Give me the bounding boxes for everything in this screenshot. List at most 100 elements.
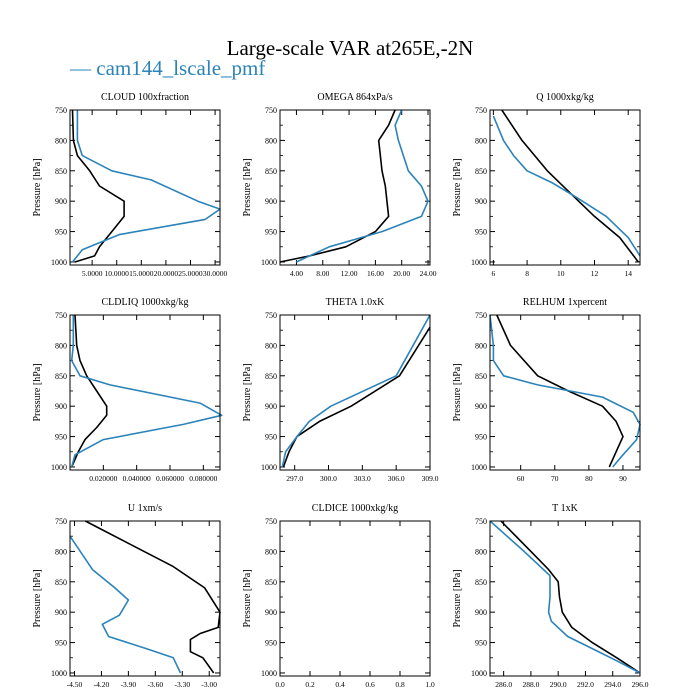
series-line-blue: [281, 314, 431, 468]
x-tick-label: 0.4: [335, 680, 345, 689]
y-tick-label: 950: [55, 433, 67, 442]
plot-frame: [279, 109, 431, 266]
x-tick-label: 80: [585, 474, 593, 483]
y-tick-label: 850: [55, 372, 67, 381]
x-tick-label: 0.020000: [89, 474, 117, 483]
subplot-title: CLOUD 100xfraction: [101, 92, 189, 103]
plot-frame: [279, 520, 431, 677]
x-tick-label: 288.0: [522, 680, 539, 689]
chart-title: Large-scale VAR at265E,-2N: [226, 36, 474, 60]
y-tick-label: 900: [475, 197, 487, 206]
y-tick-label: 1000: [471, 258, 487, 267]
x-tick-label: 14: [624, 269, 632, 278]
y-tick-label: 800: [475, 136, 487, 145]
y-tick-label: 850: [265, 167, 277, 176]
y-tick-label: 900: [55, 402, 67, 411]
subplot-title: CLDLIQ 1000xkg/kg: [102, 297, 189, 308]
plot-frame: [489, 314, 641, 471]
y-tick-label: 750: [55, 106, 67, 115]
y-axis-label: Pressure [hPa]: [32, 363, 43, 421]
y-tick-label: 850: [475, 167, 487, 176]
subplot-title: T 1xK: [552, 503, 578, 514]
series-line-blue: [71, 110, 221, 263]
series-line-black: [501, 109, 639, 263]
x-tick-label: 0.080000: [189, 474, 217, 483]
y-tick-label: 950: [55, 228, 67, 237]
legend-label: cam144_lscale_pmf: [96, 56, 266, 80]
series-line-black: [500, 520, 641, 674]
x-tick-label: 0.2: [305, 680, 315, 689]
x-tick-label: 300.0: [320, 474, 337, 483]
y-tick-label: 900: [55, 608, 67, 617]
x-tick-label: 20.0000: [154, 269, 179, 278]
x-tick-label: 10.0000: [105, 269, 130, 278]
y-tick-label: 750: [475, 106, 487, 115]
y-tick-label: 900: [475, 608, 487, 617]
plot-frame: [69, 314, 221, 471]
series-line-black: [282, 326, 431, 468]
y-axis-label: Pressure [hPa]: [242, 363, 253, 421]
series-line-black: [496, 314, 624, 468]
y-tick-label: 800: [55, 341, 67, 350]
subplot-title: OMEGA 864xPa/s: [317, 92, 392, 103]
series-line-black: [71, 109, 125, 263]
x-tick-label: 16.00: [367, 269, 384, 278]
y-axis-label: Pressure [hPa]: [452, 158, 463, 216]
series-line-black: [84, 520, 221, 674]
subplot-1: OMEGA 864xPa/s Pressure [hPa] 750 800 850 900…: [242, 92, 437, 278]
x-tick-label: 1.0: [425, 680, 435, 689]
y-tick-label: 950: [55, 639, 67, 648]
y-tick-label: 750: [265, 106, 277, 115]
x-tick-label: -3.00: [201, 680, 217, 689]
x-tick-label: 309.0: [422, 474, 439, 483]
y-tick-label: 950: [475, 639, 487, 648]
y-axis-label: Pressure [hPa]: [32, 158, 43, 216]
series-line-blue: [70, 315, 223, 468]
plot-frame: [489, 109, 641, 266]
x-tick-label: 292.0: [577, 680, 594, 689]
x-tick-label: 0.060000: [156, 474, 184, 483]
legend-dash: —: [70, 56, 91, 80]
x-tick-label: 12: [591, 269, 599, 278]
x-tick-label: 8: [525, 269, 529, 278]
x-tick-label: -4.50: [67, 680, 83, 689]
y-axis-label: Pressure [hPa]: [242, 158, 253, 216]
y-tick-label: 900: [475, 402, 487, 411]
x-tick-label: 0.8: [395, 680, 405, 689]
legend: — cam144_lscale_pmf: [70, 56, 265, 81]
series-line-black: [279, 109, 396, 263]
x-tick-label: 0.6: [365, 680, 375, 689]
y-tick-label: 900: [55, 197, 67, 206]
y-tick-label: 850: [265, 578, 277, 587]
x-tick-label: 303.0: [354, 474, 371, 483]
y-tick-label: 900: [265, 608, 277, 617]
series-line-blue: [492, 115, 641, 257]
subplot-0: CLOUD 100xfraction Pressure [hPa] 750 800 85…: [32, 92, 228, 278]
x-tick-label: 90: [619, 474, 627, 483]
subplot-8: T 1xK Pressure [hPa] 750 800 850 900 950 1000 28…: [452, 503, 649, 689]
series-line-blue: [296, 109, 429, 263]
x-tick-label: 5.0000: [82, 269, 103, 278]
x-tick-label: 0.0: [275, 680, 285, 689]
plot-frame: [69, 109, 221, 266]
subplot-6: U 1xm/s Pressure [hPa] 750 800 850 900 950 1000…: [32, 503, 221, 689]
y-tick-label: 950: [475, 228, 487, 237]
y-tick-label: 1000: [261, 463, 277, 472]
y-tick-label: 800: [265, 547, 277, 556]
x-tick-label: -3.90: [121, 680, 137, 689]
y-tick-label: 750: [475, 311, 487, 320]
subplot-title: U 1xm/s: [128, 503, 162, 514]
y-tick-label: 1000: [51, 669, 67, 678]
y-tick-label: 750: [265, 311, 277, 320]
subplot-3: CLDLIQ 1000xkg/kg Pressure [hPa] 750 800 850…: [32, 297, 223, 483]
x-tick-label: -4.20: [94, 680, 110, 689]
subplot-5: RELHUM 1xpercent Pressure [hPa] 750 800 850 9…: [452, 297, 641, 483]
y-tick-label: 800: [265, 341, 277, 350]
y-axis-label: Pressure [hPa]: [242, 569, 253, 627]
y-tick-label: 950: [265, 228, 277, 237]
y-tick-label: 850: [55, 167, 67, 176]
x-tick-label: 12.00: [341, 269, 358, 278]
x-tick-label: 8.00: [316, 269, 329, 278]
x-tick-label: 6: [491, 269, 495, 278]
